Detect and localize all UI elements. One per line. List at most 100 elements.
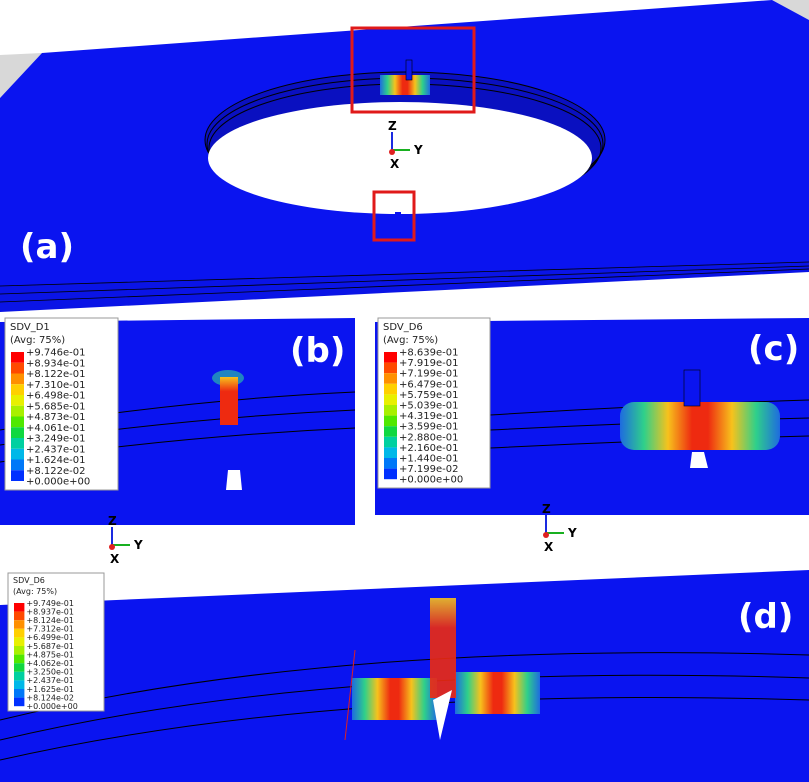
legend-entry: +3.250e-01 [26, 668, 74, 677]
legend-swatch [11, 373, 24, 385]
axis-label: Y [413, 143, 423, 157]
axis-label: Y [133, 538, 143, 552]
legend-swatch [384, 362, 397, 374]
legend-entry: +1.624e-01 [26, 455, 86, 466]
legend-swatch [384, 436, 397, 448]
legend-title: SDV_D6 [13, 576, 45, 585]
axis-x [389, 149, 395, 155]
axis-label: X [544, 540, 554, 554]
legend-entry: +4.062e-01 [26, 659, 74, 668]
axis-label: X [110, 552, 120, 566]
legend-entry: +0.000e+00 [26, 477, 90, 488]
legend-entry: +3.599e-01 [399, 422, 459, 433]
legend-entry: +8.122e-01 [26, 369, 86, 380]
legend-swatch [14, 671, 25, 681]
legend-swatch [11, 384, 24, 395]
legend-entry: +8.934e-01 [26, 358, 86, 369]
legend-entry: +0.000e+00 [399, 475, 463, 486]
legend-entry: +8.937e-01 [26, 607, 74, 616]
legend-entry: +9.749e-01 [26, 599, 74, 608]
legends: SDV_D1(Avg: 75%)+9.746e-01+8.934e-01+8.1… [4, 317, 491, 712]
panel-d [0, 570, 809, 782]
legend-swatch [11, 395, 24, 406]
panel-label: (b) [290, 331, 345, 371]
legend-entry: +7.199e-02 [399, 464, 459, 475]
legend-entry: +2.160e-01 [399, 443, 459, 454]
legend-entry: +7.312e-01 [26, 625, 74, 634]
legend-entry: +4.873e-01 [26, 412, 86, 423]
legend-entry: +7.919e-01 [399, 358, 459, 369]
legend-entry: +3.249e-01 [26, 434, 86, 445]
legend-entry: +6.499e-01 [26, 633, 74, 642]
panel-labels: (a) (b) (c) (d) [20, 227, 799, 637]
legend-swatch [384, 383, 397, 395]
legend-swatch [11, 352, 24, 363]
legend-swatch [11, 427, 24, 438]
legend-swatch [384, 458, 397, 469]
legend-swatch [384, 405, 397, 416]
legend-swatch [384, 373, 397, 384]
axis-label: Y [567, 526, 577, 540]
legend-entry: +5.687e-01 [26, 642, 74, 651]
legend-swatch [14, 697, 25, 707]
legend-entry: +4.061e-01 [26, 423, 86, 434]
panel-label: (d) [738, 597, 793, 637]
legend-subtitle: (Avg: 75%) [10, 335, 65, 346]
legend-entry: +7.199e-01 [399, 369, 459, 380]
legend-swatch [14, 654, 25, 664]
legend-entry: +2.437e-01 [26, 444, 86, 455]
axis-x [109, 544, 115, 550]
legend-entry: +5.685e-01 [26, 401, 86, 412]
legend-swatch [11, 405, 24, 417]
panel-label: (a) [20, 227, 74, 267]
legend-subtitle: (Avg: 75%) [383, 335, 438, 346]
legend-swatch [384, 415, 397, 427]
legend-swatch [384, 468, 397, 480]
legend-swatch [11, 438, 24, 449]
legend-entry: +6.479e-01 [399, 379, 459, 390]
legend-entry: +1.440e-01 [399, 454, 459, 465]
legend-entry: +9.746e-01 [26, 348, 86, 359]
legend-swatch [14, 628, 25, 638]
legend-swatch [11, 362, 24, 374]
legend-entry: +8.639e-01 [399, 348, 459, 359]
axis-label: Z [108, 514, 117, 528]
legend-entry: +5.039e-01 [399, 401, 459, 412]
legend-subtitle: (Avg: 75%) [13, 587, 57, 596]
legend-swatch [11, 448, 24, 460]
legend-entry: +8.124e-01 [26, 616, 74, 625]
legend-swatch [384, 447, 397, 458]
axis-x [543, 532, 549, 538]
legend-swatch [14, 620, 25, 629]
legend-swatch [14, 611, 25, 621]
legend-swatch [384, 426, 397, 437]
legend-entry: +8.124e-02 [26, 693, 74, 702]
legend-entry: +6.498e-01 [26, 391, 86, 402]
legend-swatch [11, 459, 24, 471]
legend-entry: +2.437e-01 [26, 676, 74, 685]
legend-entry: +4.319e-01 [399, 411, 459, 422]
legend-swatch [14, 689, 25, 698]
legend-entry: +4.875e-01 [26, 650, 74, 659]
legend-swatch [384, 394, 397, 405]
legend-swatch [384, 352, 397, 363]
axis-label: Z [388, 119, 397, 133]
legend-title: SDV_D6 [383, 322, 423, 333]
legend-swatch [14, 603, 25, 612]
legend-entry: +7.310e-01 [26, 380, 86, 391]
legend-entry: +5.759e-01 [399, 390, 459, 401]
legend-swatch [14, 646, 25, 655]
legend-entry: +1.625e-01 [26, 685, 74, 694]
legend-entry: +0.000e+00 [26, 702, 77, 711]
legend-swatch [11, 470, 24, 481]
axis-label: X [390, 157, 400, 171]
panel-a [0, 0, 809, 312]
legend-entry: +2.880e-01 [399, 432, 459, 443]
axis-label: Z [542, 502, 551, 516]
legend-swatch [11, 416, 24, 428]
panel-label: (c) [748, 329, 799, 369]
legend-title: SDV_D1 [10, 322, 50, 333]
legend-swatch [14, 663, 25, 672]
